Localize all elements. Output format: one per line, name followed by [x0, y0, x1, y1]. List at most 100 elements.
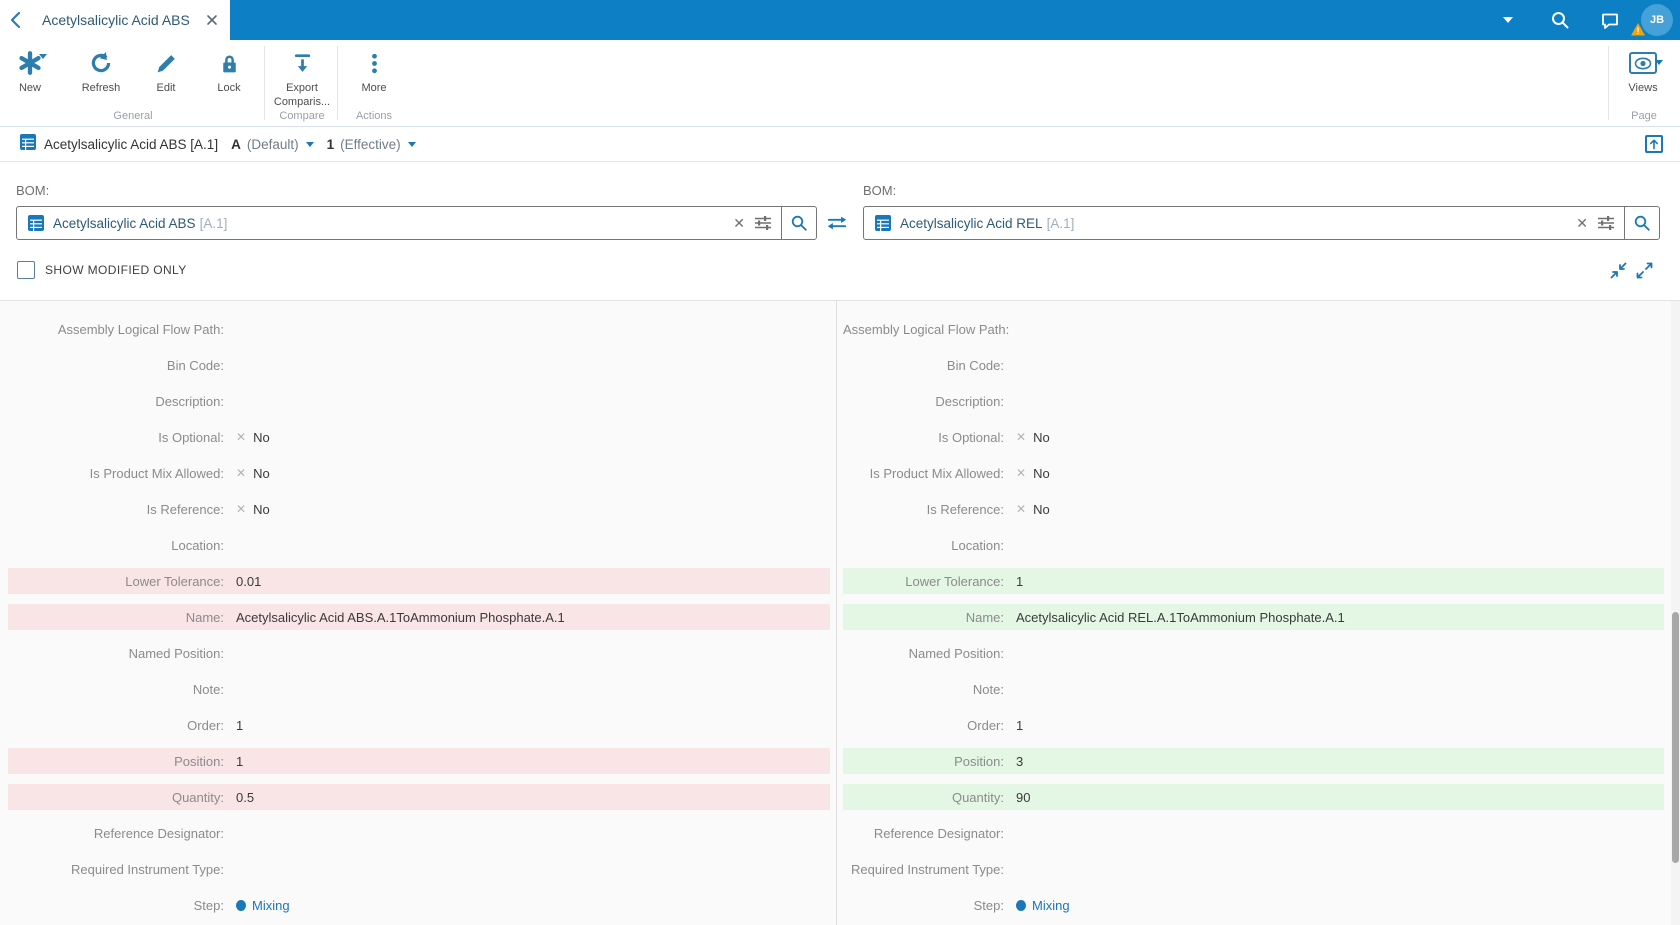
- compare-cell-left: Assembly Logical Flow Path:: [8, 316, 830, 342]
- field-label: Named Position:: [908, 645, 1004, 661]
- compare-row: Step: Mixing Step: Mixing: [0, 887, 1680, 923]
- field-label: Is Reference:: [926, 501, 1004, 517]
- tab-title: Acetylsalicylic Acid ABS: [42, 12, 190, 28]
- breadcrumb-generation-note: (Effective): [340, 136, 401, 152]
- comparison-panel: Assembly Logical Flow Path: Assembly Logi…: [0, 300, 1680, 925]
- clear-field-icon[interactable]: ✕: [733, 214, 745, 231]
- new-dropdown-caret-icon[interactable]: [39, 54, 47, 59]
- field-value: ✕ No: [236, 429, 270, 445]
- clear-field-icon[interactable]: ✕: [1576, 214, 1588, 231]
- revision-dropdown-caret-icon[interactable]: [305, 141, 314, 147]
- field-value: ✕ No: [1016, 429, 1050, 445]
- filter-sliders-icon[interactable]: [754, 215, 772, 231]
- step-value: Mixing: [252, 897, 290, 913]
- compare-row: Order: 1 Order: 1: [0, 707, 1680, 743]
- field-value: 0.5: [236, 789, 255, 805]
- new-button[interactable]: New: [0, 46, 62, 94]
- compare-cell-left: Required Instrument Type:: [8, 856, 830, 882]
- generation-dropdown-caret-icon[interactable]: [407, 141, 416, 147]
- bom-label-right: BOM:: [863, 183, 897, 198]
- compare-cell-left: Description:: [8, 388, 830, 414]
- more-button[interactable]: More: [342, 46, 406, 94]
- compare-cell-right: Bin Code:: [843, 352, 1664, 378]
- compare-cell-right: Note:: [843, 676, 1664, 702]
- collapse-panels-icon[interactable]: [1610, 262, 1627, 284]
- compare-cell-left: Position: 1: [8, 748, 830, 774]
- compare-row: Required Instrument Type: Required Instru…: [0, 851, 1680, 887]
- x-mark-icon: ✕: [1016, 430, 1027, 444]
- field-value: ✕ No: [1016, 501, 1050, 517]
- scrollbar-thumb[interactable]: [1672, 612, 1679, 863]
- compare-cell-left: Is Reference: ✕ No: [8, 496, 830, 522]
- search-bom-button[interactable]: [781, 207, 816, 239]
- compare-cell-right: Is Product Mix Allowed: ✕ No: [843, 460, 1664, 486]
- chat-icon[interactable]: [1599, 0, 1621, 40]
- field-label: Lower Tolerance:: [905, 573, 1004, 589]
- compare-cell-right: Assembly Logical Flow Path:: [843, 316, 1664, 342]
- bom-left-revision: [A.1]: [199, 215, 228, 231]
- tab-close-icon[interactable]: [206, 14, 218, 26]
- field-label: Assembly Logical Flow Path:: [57, 321, 224, 337]
- compare-cell-left: Step: Mixing: [8, 892, 830, 918]
- field-label: Order:: [967, 717, 1004, 733]
- compare-row: Note: Note:: [0, 671, 1680, 707]
- compare-row: Location: Location:: [0, 527, 1680, 563]
- field-label: Required Instrument Type:: [851, 861, 1004, 877]
- compare-row: Position: 1 Position: 3: [0, 743, 1680, 779]
- views-dropdown-caret-icon[interactable]: [1655, 60, 1663, 65]
- compare-cell-right: Step: Mixing: [843, 892, 1664, 918]
- compare-cell-right: Named Position:: [843, 640, 1664, 666]
- field-value: 3: [1016, 753, 1024, 769]
- topbar-dropdown-caret-icon[interactable]: [1499, 0, 1517, 40]
- field-value: 1: [1016, 573, 1024, 589]
- x-mark-icon: ✕: [236, 502, 247, 516]
- search-icon[interactable]: [1549, 0, 1571, 40]
- field-label: Quantity:: [171, 789, 224, 805]
- export-comparison-button[interactable]: Export Comparis...: [268, 46, 336, 108]
- compare-cell-left: Quantity: 0.5: [8, 784, 830, 810]
- export-button-label-line2: Comparis...: [273, 96, 331, 108]
- compare-cell-right: Location:: [843, 532, 1664, 558]
- compare-row: Lower Tolerance: 0.01 Lower Tolerance: 1: [0, 563, 1680, 599]
- open-page-icon[interactable]: [1645, 135, 1663, 153]
- back-icon[interactable]: [10, 10, 26, 30]
- field-value: 1: [236, 717, 244, 733]
- avatar-initials: JB: [1649, 14, 1665, 26]
- field-label: Reference Designator:: [873, 825, 1004, 841]
- ribbon-separator: [337, 46, 338, 120]
- ribbon-separator: [1608, 46, 1609, 120]
- show-modified-checkbox[interactable]: [17, 261, 35, 279]
- field-value: 90: [1016, 789, 1031, 805]
- item-table-icon: [28, 215, 44, 231]
- compare-row: Assembly Logical Flow Path: Assembly Logi…: [0, 311, 1680, 347]
- avatar[interactable]: JB: [1641, 4, 1673, 36]
- compare-row: Is Reference: ✕ No Is Reference: ✕ No: [0, 491, 1680, 527]
- bom-field-left[interactable]: Acetylsalicylic Acid ABS [A.1] ✕: [16, 206, 817, 240]
- lock-button[interactable]: Lock: [197, 46, 261, 94]
- x-mark-icon: ✕: [236, 466, 247, 480]
- swap-sides-icon[interactable]: [826, 215, 848, 236]
- compare-cell-left: Order: 1: [8, 712, 830, 738]
- active-tab[interactable]: Acetylsalicylic Acid ABS: [0, 0, 230, 40]
- field-label: Name:: [965, 609, 1004, 625]
- filter-sliders-icon[interactable]: [1597, 215, 1615, 231]
- scrollbar-track: [1671, 301, 1680, 925]
- field-value: Acetylsalicylic Acid REL.A.1ToAmmonium P…: [1016, 609, 1345, 625]
- ribbon-toolbar: New Refresh Edit Lock: [0, 40, 1680, 127]
- compare-cell-left: Location:: [8, 532, 830, 558]
- views-button[interactable]: Views: [1611, 46, 1675, 94]
- search-bom-button[interactable]: [1624, 207, 1659, 239]
- compare-cell-left: Reference Designator:: [8, 820, 830, 846]
- bom-field-right[interactable]: Acetylsalicylic Acid REL [A.1] ✕: [863, 206, 1660, 240]
- breadcrumb-title: Acetylsalicylic Acid ABS [A.1]: [44, 136, 219, 152]
- bom-right-revision: [A.1]: [1046, 215, 1075, 231]
- expand-panels-icon[interactable]: [1636, 262, 1653, 284]
- refresh-button[interactable]: Refresh: [69, 46, 133, 94]
- edit-button[interactable]: Edit: [134, 46, 198, 94]
- field-label: Named Position:: [128, 645, 224, 661]
- compare-row: Is Optional: ✕ No Is Optional: ✕ No: [0, 419, 1680, 455]
- field-label: Bin Code:: [946, 357, 1004, 373]
- field-value: ✕ No: [236, 465, 270, 481]
- warning-badge-icon: !: [1630, 22, 1646, 42]
- field-label: Bin Code:: [166, 357, 224, 373]
